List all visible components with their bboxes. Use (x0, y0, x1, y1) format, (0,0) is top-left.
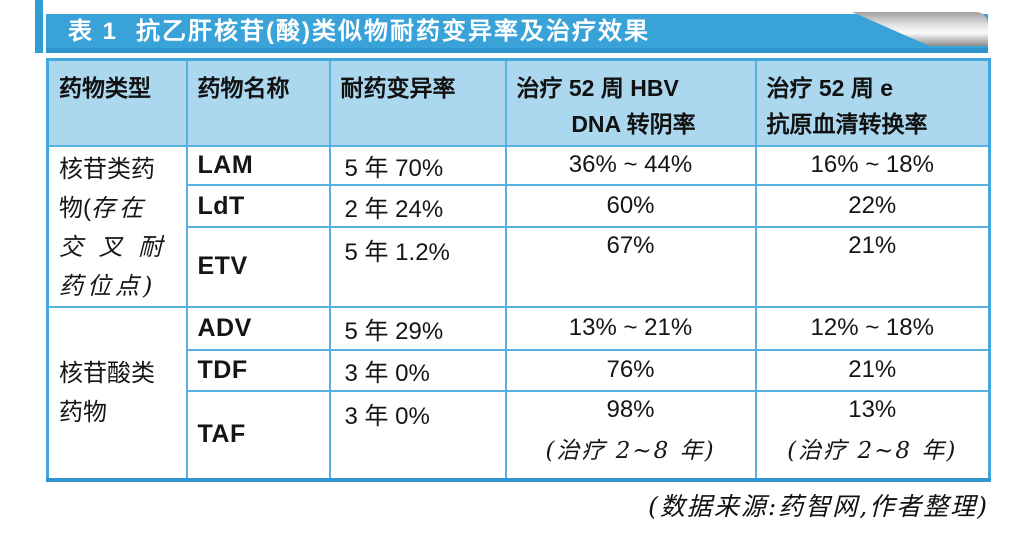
data-source-note: (数据来源:药智网,作者整理) (648, 492, 989, 521)
header-sero-line2: 抗原血清转换率 (766, 111, 928, 137)
table-row-ldt: LdT 2 年 24% 60% 22% (48, 184, 991, 228)
header-row: 药物类型 药物名称 耐药变异率 治疗 52 周 HBV DNA 转阴率 治疗 5… (46, 58, 991, 147)
decor-ribbon (852, 12, 988, 46)
table-row-adv: 核苷酸类 药物 ADV 5 年 29% 13% ~ 21% 12% ~ 18% (46, 305, 991, 481)
table-title-text: 抗乙肝核苷(酸)类似物耐药变异率及治疗效果 (136, 18, 650, 45)
header-cell-seroconversion: 治疗 52 周 e 抗原血清转换率 (754, 58, 991, 147)
header-cell-resistance-rate: 耐药变异率 (328, 58, 507, 147)
header-cell-hbv-dna: 治疗 52 周 HBV DNA 转阴率 (504, 58, 757, 147)
cell-resistance: 3 年 0% (328, 348, 507, 392)
cell-dna-rate: 67% (504, 226, 757, 308)
table-row-lam: 核苷类药 物(存在 交 叉 耐 药位点) LAM 5 年 70% 36% ~ 4… (46, 144, 991, 308)
header-hbv-dna-line1: 治疗 52 周 HBV (516, 75, 679, 101)
cell-drug-name: LdT (185, 184, 331, 228)
cell-dna-rate-note: (治疗 2~8 年) (545, 437, 716, 464)
table-row-taf: TAF 3 年 0% 98% (治疗 2~8 年) 13% (治疗 2~8 年) (48, 389, 991, 481)
table-title-bar: 表 1 抗乙肝核苷(酸)类似物耐药变异率及治疗效果 (46, 14, 988, 53)
cell-sero-rate: 21% (754, 226, 991, 308)
cell-sero-rate-note: (治疗 2~8 年) (787, 437, 958, 464)
decor-ribbon-gradient (852, 12, 988, 46)
cell-sero-rate: 16% ~ 18% (754, 144, 991, 187)
drug-table-container: 药物类型 药物名称 耐药变异率 治疗 52 周 HBV DNA 转阴率 治疗 5… (46, 58, 991, 482)
drug-table: 药物类型 药物名称 耐药变异率 治疗 52 周 HBV DNA 转阴率 治疗 5… (46, 58, 991, 482)
cell-sero-rate: 13% (治疗 2~8 年) (754, 389, 991, 481)
cell-sero-rate: 12% ~ 18% (754, 305, 991, 351)
cell-dna-rate: 13% ~ 21% (504, 305, 757, 351)
header-sero-line1: 治疗 52 周 e (766, 75, 894, 101)
cell-sero-rate: 22% (754, 184, 991, 228)
group-nucleoside-label-note: 存在 交 叉 耐 药位点) (59, 193, 167, 300)
table-row-etv: ETV 5 年 1.2% 67% 21% (48, 226, 991, 308)
cell-drug-name: TDF (185, 348, 331, 392)
cell-resistance: 5 年 1.2% (328, 226, 507, 308)
table-title: 表 1 抗乙肝核苷(酸)类似物耐药变异率及治疗效果 (68, 14, 650, 48)
cell-drug-name: LAM (185, 144, 331, 187)
header-hbv-dna-line2: DNA 转阴率 (571, 111, 696, 137)
cell-resistance: 3 年 0% (328, 389, 507, 481)
cell-drug-name: TAF (185, 389, 331, 481)
header-resistance-label: 耐药变异率 (340, 75, 456, 101)
header-cell-drug-type: 药物类型 (46, 58, 188, 147)
cell-sero-rate-value: 13% (848, 395, 897, 423)
cell-drug-name: ETV (185, 226, 331, 308)
cell-resistance: 5 年 29% (328, 305, 507, 351)
group-cell-nucleotide: 核苷酸类 药物 (46, 305, 188, 481)
cell-resistance: 2 年 24% (328, 184, 507, 228)
group-nucleoside-label: 核苷类药 物( (59, 155, 155, 222)
cell-dna-rate: 98% (治疗 2~8 年) (504, 389, 757, 481)
table-row-tdf: TDF 3 年 0% 76% 21% (48, 348, 991, 392)
cell-drug-name: ADV (185, 305, 331, 351)
cell-resistance: 5 年 70% (328, 144, 507, 187)
header-cell-drug-name: 药物名称 (185, 58, 331, 147)
cell-dna-rate-value: 98% (606, 395, 655, 423)
left-accent-bar (35, 0, 43, 53)
group-cell-nucleoside: 核苷类药 物(存在 交 叉 耐 药位点) (46, 144, 188, 308)
header-drug-name-label: 药物名称 (197, 75, 290, 101)
header-drug-type-label: 药物类型 (59, 75, 151, 101)
cell-dna-rate: 36% ~ 44% (504, 144, 757, 187)
cell-sero-rate: 21% (754, 348, 991, 392)
cell-dna-rate: 76% (504, 348, 757, 392)
table-title-tag: 表 1 (68, 18, 119, 45)
cell-dna-rate: 60% (504, 184, 757, 228)
